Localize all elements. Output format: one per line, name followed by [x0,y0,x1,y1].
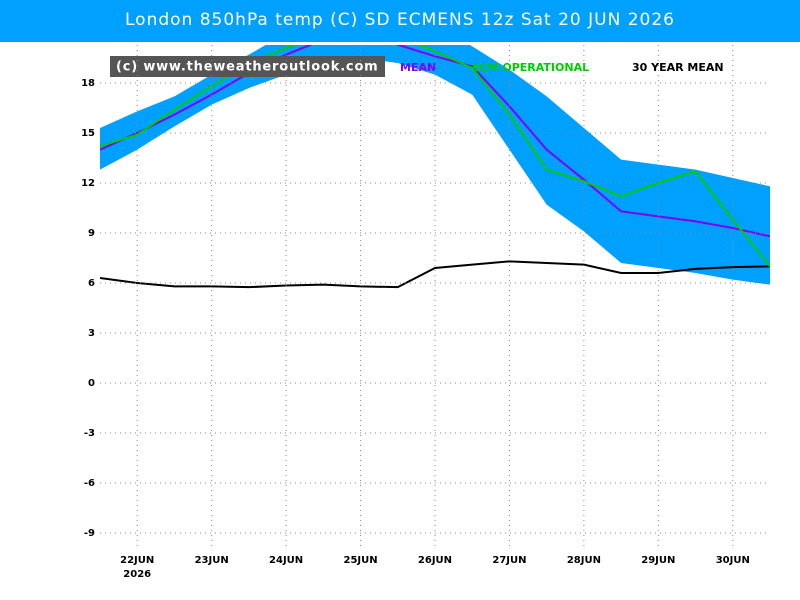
y-tick-label: 0 [88,378,95,389]
x-tick-label: 28JUN [567,555,601,566]
x-tick-label: 23JUN [195,555,229,566]
y-tick-label: 18 [81,78,95,89]
legend-label: MEAN [400,61,436,74]
series-line [100,260,770,289]
chart-title: London 850hPa temp (C) SD ECMENS 12z Sat… [125,10,675,30]
x-tick-label: 29JUN [641,555,675,566]
x-tick-label: 26JUN [418,555,452,566]
legend-label: ECM OPERATIONAL [472,61,589,74]
series-line [100,45,770,238]
y-tick-label: -9 [84,528,95,539]
y-tick-label: -3 [84,428,95,439]
y-tick-label: 9 [88,228,95,239]
x-tick-label: 27JUN [492,555,526,566]
plot-area [100,45,770,289]
x-tick-label: 30JUN [716,555,750,566]
y-tick-label: -6 [84,478,95,489]
legend-label: 30 YEAR MEAN [632,61,724,74]
title-bar [0,0,800,42]
y-tick-label: 12 [81,178,95,189]
x-tick-label: 22JUN [120,555,154,566]
overlay: (c) www.theweatheroutlook.com MEAN ECM OPE… [110,56,724,77]
x-tick-label: 24JUN [269,555,303,566]
x-tick-label: 25JUN [343,555,377,566]
y-tick-label: 6 [88,278,95,289]
y-tick-label: 15 [81,128,95,139]
y-tick-label: 3 [88,328,95,339]
watermark: (c) www.theweatheroutlook.com [116,60,379,75]
sd-band [100,45,770,285]
watermark-box [110,56,385,77]
year-label: 2026 [123,569,151,580]
series-line [100,45,770,267]
